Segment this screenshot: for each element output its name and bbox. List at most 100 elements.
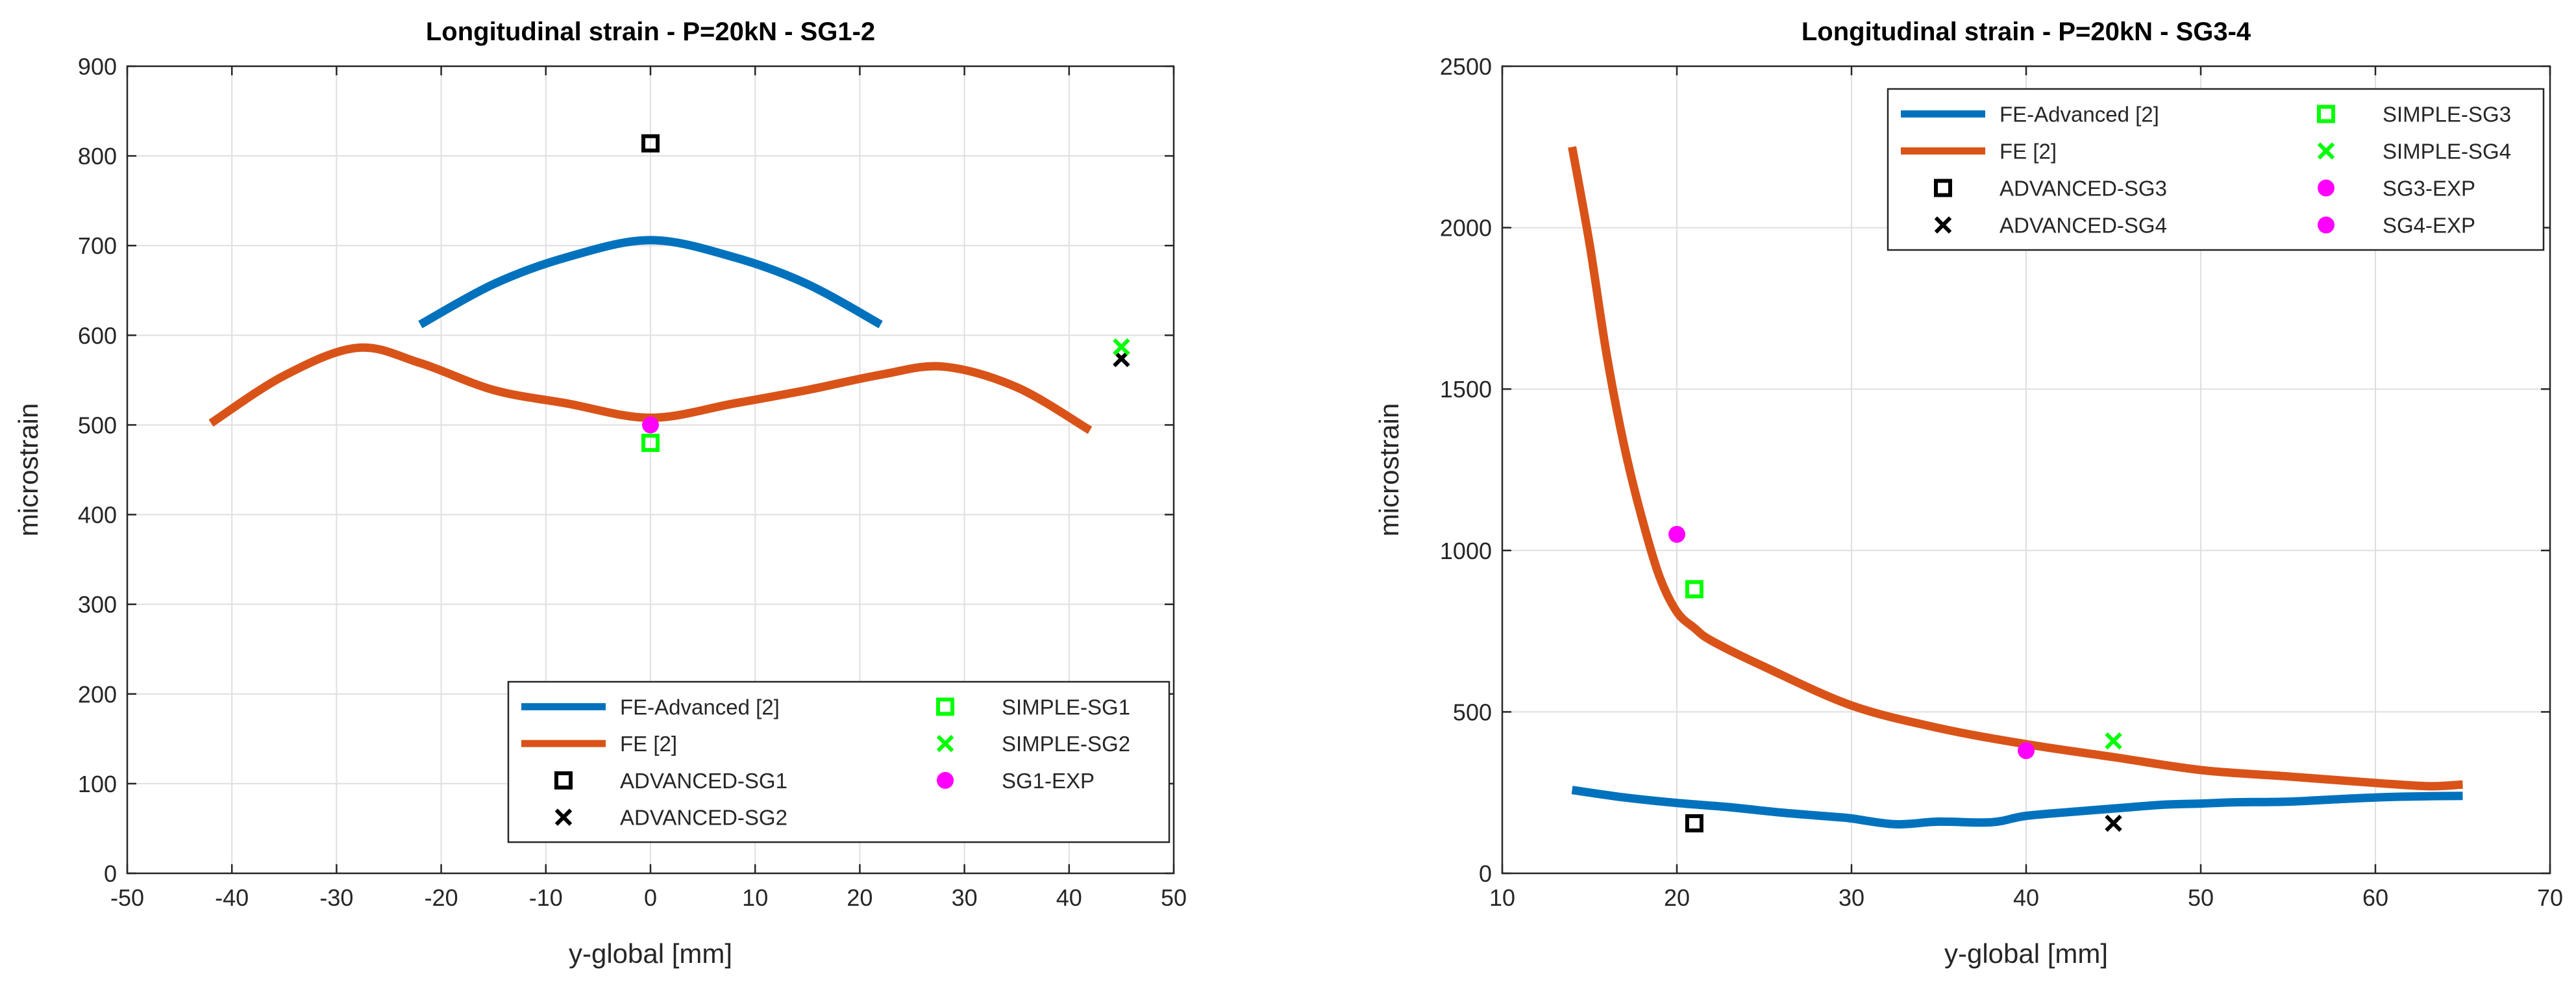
legend-label: FE-Advanced [2] [2000,103,2159,127]
legend-entry: SIMPLE-SG3 [2317,103,2511,127]
y-tick-label: 500 [78,412,117,438]
series-line-1 [1568,146,2463,791]
legend-entry: FE-Advanced [2] [521,695,780,719]
series-marker-6-0 [1668,525,1685,543]
x-tick-label: 60 [2362,884,2388,911]
y-tick-label: 900 [78,53,117,80]
legend-entry: FE [2] [1901,140,2057,164]
x-tick-label: 20 [847,884,873,911]
legend-label: SIMPLE-SG3 [2383,103,2511,127]
y-tick-label: 800 [78,143,117,169]
legend-label: ADVANCED-SG2 [620,806,787,830]
legend-swatch-marker [2318,179,2334,197]
series-marker-5-0 [2105,732,2122,750]
legend-entry: ADVANCED-SG2 [554,806,787,830]
legend-label: FE-Advanced [2] [620,695,780,719]
legend-entry: SG4-EXP [2318,214,2475,238]
legend-swatch-marker-stroke-b [2317,142,2335,160]
legend-entry: ADVANCED-SG3 [1934,177,2167,201]
y-tick-label: 300 [78,592,117,618]
legend-box [507,680,1170,843]
legend-entry: SG3-EXP [2318,177,2475,201]
x-tick-label: 10 [1489,884,1515,911]
legend-label: SIMPLE-SG1 [1002,695,1130,719]
y-axis-label: microstrain [1374,403,1404,536]
legend-label: SIMPLE-SG2 [1002,732,1130,756]
x-tick-label: 30 [1839,884,1864,911]
series-marker-5-0-stroke-b [2105,732,2122,750]
legend-swatch-marker [2317,142,2335,160]
series-marker-4-0 [1685,580,1703,599]
legend-box [1887,88,2545,251]
x-tick-label: 50 [2188,884,2214,911]
x-tick-label: 40 [1056,884,1082,911]
series-marker-3-0 [1113,349,1130,368]
legend-label: FE [2] [620,732,677,756]
x-tick-label: 10 [742,884,768,911]
legend-swatch-marker-stroke-b [1934,216,1952,234]
legend-swatch-marker [554,771,573,790]
legend-entry: SIMPLE-SG4 [2317,140,2511,164]
x-tick-label: 30 [952,884,978,911]
legend-swatch-marker-stroke-b [554,808,573,826]
legend-entry: FE [2] [521,732,677,756]
series-marker-7-0 [2018,742,2035,760]
legend-label: ADVANCED-SG4 [2000,214,2167,238]
y-tick-label: 100 [78,771,117,797]
legend-entry: ADVANCED-SG4 [1934,214,2167,238]
legend: FE-Advanced [2] FE [2] ADVANCED-SG1 ADVANCE… [507,680,1170,843]
series-group [208,134,1130,453]
x-tick-label: -50 [110,884,144,911]
legend-swatch-marker [2317,105,2335,123]
legend: FE-Advanced [2] FE [2] ADVANCED-SG3 ADVANCE… [1887,88,2545,251]
x-tick-label: -40 [215,884,249,911]
series-marker-2-0 [641,134,660,153]
series-marker-5-0 [1113,338,1130,356]
series-marker-6-0 [642,416,659,434]
chart-1: -50 -40 -30 -20 -10 0 10 20 30 40 5001002003004005… [13,18,1187,969]
y-tick-label: 2500 [1440,53,1492,80]
y-tick-label: 600 [78,322,117,349]
series-marker-5-0-stroke-b [1113,338,1130,356]
legend-swatch-marker [1934,179,1952,197]
x-axis-label: y-global [mm] [1944,938,2108,969]
y-tick-label: 0 [104,860,117,887]
legend-swatch-marker [1934,216,1952,234]
legend-label: SG3-EXP [2383,177,2475,201]
chart-title: Longitudinal strain - P=20kN - SG1-2 [426,18,875,46]
y-axis-label: microstrain [13,403,43,536]
y-tick-label: 2000 [1440,215,1492,242]
legend-entry: ADVANCED-SG1 [554,769,787,793]
legend-label: ADVANCED-SG3 [2000,177,2167,201]
series-marker-3-0-stroke-b [2105,814,2122,832]
series-group [1568,146,2463,832]
series-marker-2-0 [1685,814,1703,832]
x-tick-label: 50 [1161,884,1187,911]
x-tick-label: 0 [644,884,657,911]
y-tick-label: 0 [1479,860,1492,887]
y-tick-label: 500 [1453,699,1492,725]
legend-label: SG1-EXP [1002,769,1095,793]
y-tick-label: 1000 [1440,538,1492,564]
x-tick-label: -10 [529,884,563,911]
x-axis-label: y-global [mm] [569,938,732,969]
legend-swatch-marker-stroke-b [936,734,954,753]
legend-swatch-marker [554,808,573,826]
series-marker-4-0 [641,434,660,453]
x-tick-label: -30 [319,884,353,911]
legend-entry: FE-Advanced [2] [1901,103,2159,127]
chart-2: 10 20 30 40 50 60 70 0 500 1000 1500 2000 2500 Longit… [1374,18,2563,969]
legend-entry: SIMPLE-SG2 [936,732,1130,756]
legend-swatch-marker [2318,216,2334,234]
series-marker-3-0 [2105,814,2122,832]
x-tick-label: 40 [2013,884,2039,911]
legend-swatch-marker [936,697,954,716]
y-tick-label: 1500 [1440,376,1492,403]
chart-title: Longitudinal strain - P=20kN - SG3-4 [1802,18,2251,46]
legend-swatch-marker [937,771,954,789]
legend-entry: SIMPLE-SG1 [936,695,1130,719]
x-tick-label: -20 [425,884,458,911]
tick-group: 10 20 30 40 50 60 70 0 500 1000 1500 2000 2500 [1440,53,2563,911]
legend-label: ADVANCED-SG1 [620,769,787,793]
